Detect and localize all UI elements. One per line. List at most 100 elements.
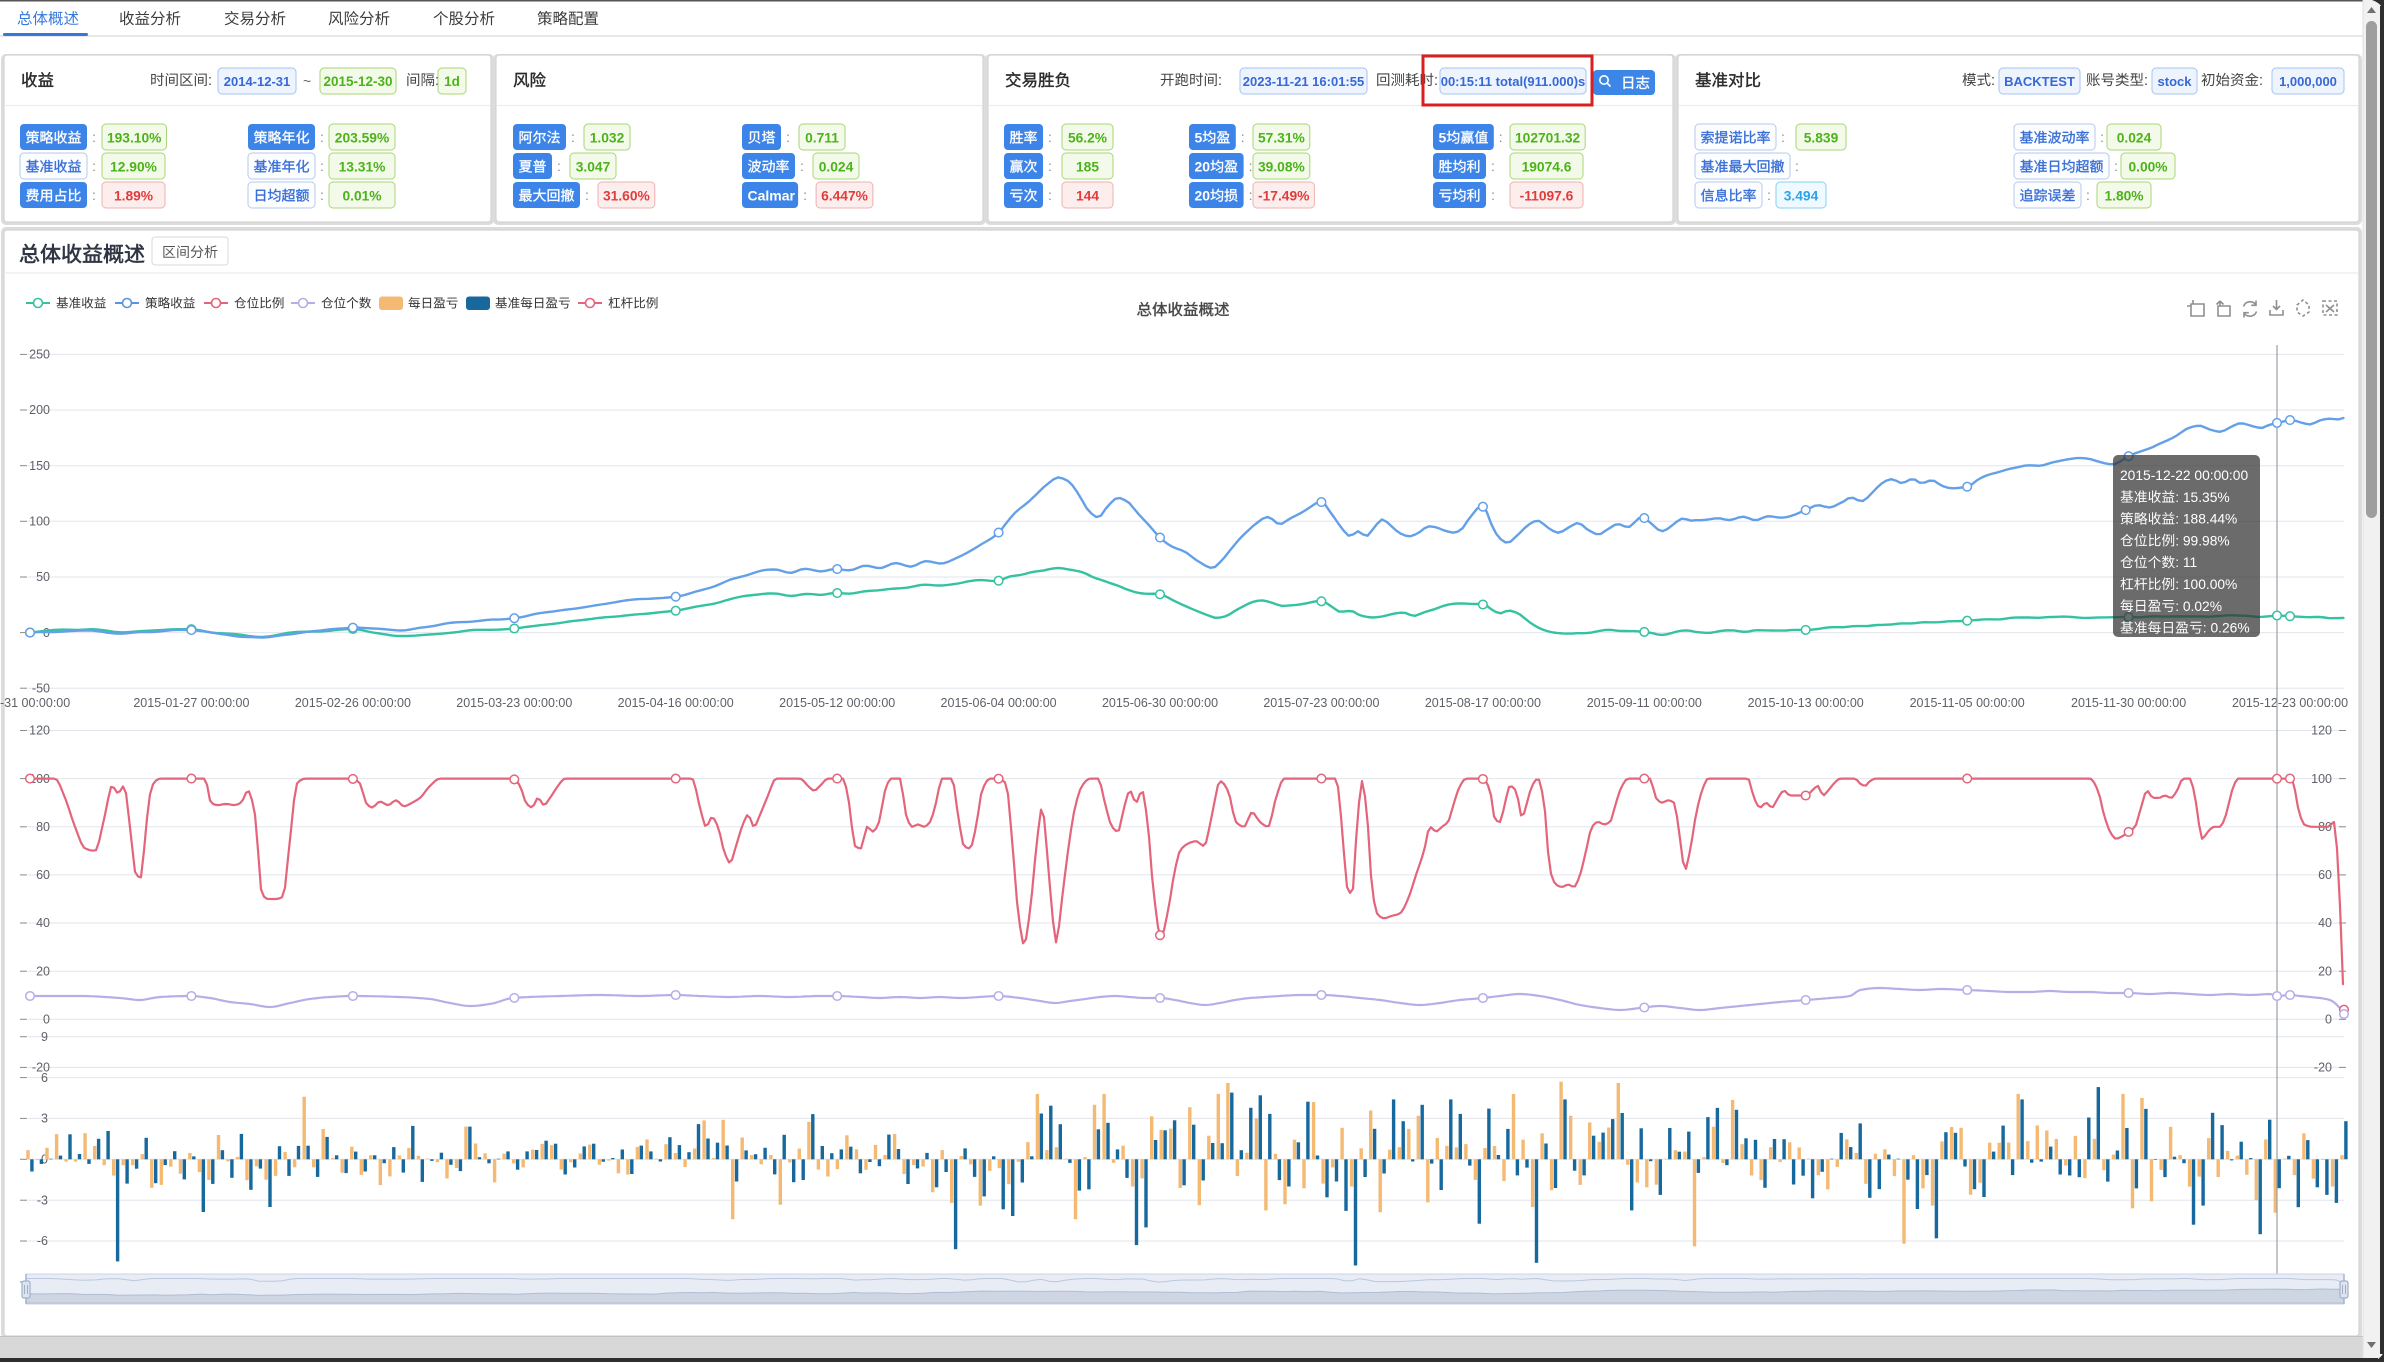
svg-text::: : bbox=[1491, 187, 1495, 203]
svg-text::: : bbox=[585, 187, 589, 203]
svg-text::: : bbox=[1048, 187, 1052, 203]
svg-text:6.447%: 6.447% bbox=[821, 188, 868, 203]
svg-text:250: 250 bbox=[29, 348, 50, 362]
svg-text::: : bbox=[208, 73, 212, 89]
svg-text:80: 80 bbox=[36, 820, 50, 834]
svg-text:2023-11-21 16:01:55: 2023-11-21 16:01:55 bbox=[1243, 74, 1364, 89]
svg-text:0: 0 bbox=[41, 1153, 48, 1167]
svg-text:13.31%: 13.31% bbox=[339, 159, 386, 174]
svg-text:2015-07-23 00:00:00: 2015-07-23 00:00:00 bbox=[1263, 696, 1379, 710]
svg-text:120: 120 bbox=[2311, 724, 2332, 738]
svg-text:2015-12-23 00:00:00: 2015-12-23 00:00:00 bbox=[2232, 696, 2348, 710]
svg-text::: : bbox=[1048, 129, 1052, 145]
svg-text:-6: -6 bbox=[37, 1234, 48, 1248]
svg-text::: : bbox=[320, 129, 324, 145]
svg-text:5.839: 5.839 bbox=[1804, 130, 1839, 145]
svg-text:2015-03-23 00:00:00: 2015-03-23 00:00:00 bbox=[456, 696, 572, 710]
svg-text:100: 100 bbox=[2311, 772, 2332, 786]
svg-text::: : bbox=[2114, 158, 2118, 174]
svg-text:stock: stock bbox=[2158, 74, 2193, 89]
svg-text:0.024: 0.024 bbox=[2117, 130, 2152, 145]
svg-text:0.024: 0.024 bbox=[819, 159, 854, 174]
svg-text:2015-04-16 00:00:00: 2015-04-16 00:00:00 bbox=[618, 696, 734, 710]
svg-text:: 0.02%: : 0.02% bbox=[2175, 599, 2222, 614]
svg-text:6: 6 bbox=[41, 1071, 48, 1085]
svg-text:9: 9 bbox=[41, 1030, 48, 1044]
svg-text:12.90%: 12.90% bbox=[110, 159, 157, 174]
svg-text:5: 5 bbox=[1439, 130, 1447, 146]
svg-text:2015-12-30: 2015-12-30 bbox=[323, 74, 392, 89]
svg-text:20: 20 bbox=[1195, 159, 1211, 175]
svg-text:-50: -50 bbox=[32, 681, 50, 695]
svg-text:: 0.26%: : 0.26% bbox=[2203, 621, 2250, 636]
svg-text:: 99.98%: : 99.98% bbox=[2175, 533, 2229, 548]
svg-text:100: 100 bbox=[29, 515, 50, 529]
svg-text::: : bbox=[320, 158, 324, 174]
svg-text::: : bbox=[1991, 73, 1995, 89]
svg-text:60: 60 bbox=[2318, 868, 2332, 882]
svg-text:Calmar: Calmar bbox=[748, 188, 796, 204]
svg-text:39.08%: 39.08% bbox=[1258, 159, 1305, 174]
svg-text::: : bbox=[1795, 158, 1799, 174]
svg-text:1d: 1d bbox=[444, 74, 460, 89]
svg-text::: : bbox=[571, 129, 575, 145]
svg-text:2015-09-11 00:00:00: 2015-09-11 00:00:00 bbox=[1587, 696, 1702, 710]
svg-text:2015-01-27 00:00:00: 2015-01-27 00:00:00 bbox=[133, 696, 249, 710]
svg-text:0: 0 bbox=[2325, 1013, 2332, 1027]
svg-text::: : bbox=[803, 187, 807, 203]
svg-text:-20: -20 bbox=[32, 1061, 50, 1075]
svg-text::: : bbox=[800, 158, 804, 174]
svg-text:31.60%: 31.60% bbox=[603, 188, 650, 203]
svg-text:193.10%: 193.10% bbox=[107, 130, 161, 145]
svg-text:0.00%: 0.00% bbox=[2128, 159, 2167, 174]
svg-text:185: 185 bbox=[1076, 159, 1099, 174]
svg-text:2015-10-13 00:00:00: 2015-10-13 00:00:00 bbox=[1748, 696, 1864, 710]
svg-text::: : bbox=[1499, 129, 1503, 145]
svg-text:150: 150 bbox=[29, 459, 50, 473]
svg-text:3.047: 3.047 bbox=[576, 159, 611, 174]
svg-text:2015-06-04 00:00:00: 2015-06-04 00:00:00 bbox=[941, 696, 1057, 710]
svg-text::: : bbox=[1218, 73, 1222, 89]
svg-text:: 188.44%: : 188.44% bbox=[2175, 512, 2237, 527]
svg-text:-20: -20 bbox=[2314, 1061, 2332, 1075]
svg-text:20: 20 bbox=[1195, 188, 1211, 204]
svg-text:57.31%: 57.31% bbox=[1258, 130, 1305, 145]
svg-text:: 15.35%: : 15.35% bbox=[2175, 490, 2229, 505]
svg-text:60: 60 bbox=[36, 868, 50, 882]
svg-text:1.032: 1.032 bbox=[590, 130, 625, 145]
svg-text:2015-05-12 00:00:00: 2015-05-12 00:00:00 bbox=[779, 696, 895, 710]
svg-text:40: 40 bbox=[2318, 916, 2332, 930]
svg-text:2015-11-30 00:00:00: 2015-11-30 00:00:00 bbox=[2071, 696, 2186, 710]
svg-text::: : bbox=[1781, 129, 1785, 145]
svg-text:: 100.00%: : 100.00% bbox=[2175, 577, 2237, 592]
svg-text::: : bbox=[435, 73, 439, 89]
svg-text::: : bbox=[2259, 73, 2263, 89]
svg-text:0.01%: 0.01% bbox=[342, 188, 381, 203]
svg-text:1,000,000: 1,000,000 bbox=[2279, 74, 2337, 89]
svg-text::: : bbox=[786, 129, 790, 145]
svg-text:3: 3 bbox=[41, 1112, 48, 1126]
svg-text:50: 50 bbox=[36, 570, 50, 584]
svg-text:0.711: 0.711 bbox=[805, 130, 839, 145]
svg-text:BACKTEST: BACKTEST bbox=[2004, 74, 2075, 89]
svg-text:144: 144 bbox=[1076, 188, 1099, 203]
svg-text:0: 0 bbox=[43, 1013, 50, 1027]
svg-text::: : bbox=[2086, 187, 2090, 203]
svg-text:5: 5 bbox=[1195, 130, 1203, 146]
svg-text:200: 200 bbox=[29, 403, 50, 417]
svg-text:00:15:11 total(911.000)s: 00:15:11 total(911.000)s bbox=[1441, 74, 1586, 89]
svg-text:: 11: : 11 bbox=[2175, 555, 2197, 570]
svg-text:-11097.6: -11097.6 bbox=[1520, 188, 1574, 203]
svg-text:102701.32: 102701.32 bbox=[1515, 130, 1581, 145]
svg-text:~: ~ bbox=[303, 73, 311, 89]
svg-text:1.89%: 1.89% bbox=[114, 188, 153, 203]
svg-text::: : bbox=[1249, 158, 1253, 174]
svg-text::: : bbox=[1048, 158, 1052, 174]
svg-text::: : bbox=[320, 187, 324, 203]
svg-text::: : bbox=[1767, 187, 1771, 203]
svg-text::: : bbox=[92, 129, 96, 145]
svg-text:40: 40 bbox=[36, 916, 50, 930]
svg-text:3.494: 3.494 bbox=[1784, 188, 1819, 203]
svg-text:1.80%: 1.80% bbox=[2104, 188, 2143, 203]
svg-text:20: 20 bbox=[36, 964, 50, 978]
